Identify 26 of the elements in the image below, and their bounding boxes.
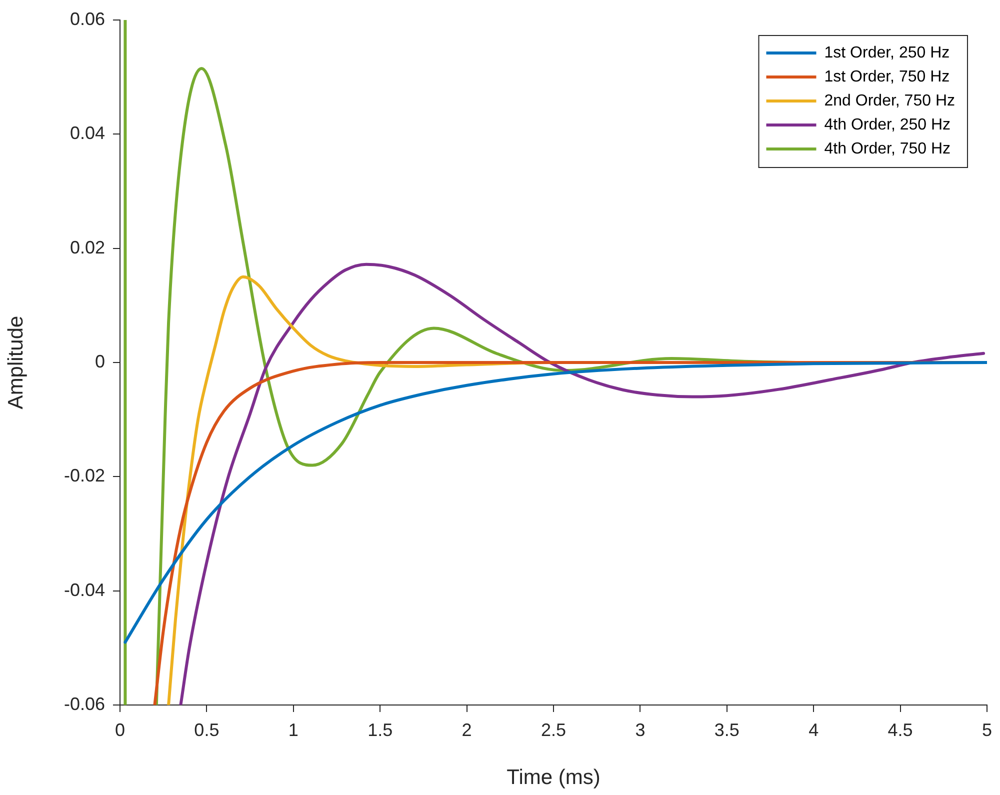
x-tick-label: 3.5 [714, 720, 740, 740]
legend-label: 4th Order, 250 Hz [824, 116, 951, 134]
x-tick-label: 2.5 [540, 720, 566, 740]
x-tick-label: 5 [982, 720, 992, 740]
x-tick-label: 1.5 [368, 720, 393, 740]
x-tick-label: 3 [635, 720, 646, 740]
x-axis-title: Time (ms) [506, 766, 600, 790]
y-tick-label: 0.02 [70, 237, 105, 258]
x-tick-label: 0.5 [194, 720, 220, 740]
x-tick-label: 4 [808, 720, 819, 740]
line-series [124, 361, 987, 644]
y-axis-title: Amplitude [4, 316, 28, 410]
y-tick-label: -0.06 [64, 694, 105, 714]
x-tick-label: 0 [114, 720, 126, 740]
legend-label: 2nd Order, 750 Hz [824, 92, 955, 110]
x-tick-label: 1 [288, 720, 298, 740]
x-tick-label: 2 [462, 720, 472, 740]
legend-label: 4th Order, 750 Hz [824, 140, 951, 158]
y-tick-label: 0.04 [70, 123, 105, 144]
x-tick-label: 4.5 [888, 720, 913, 740]
legend-label: 1st Order, 250 Hz [824, 44, 950, 62]
y-tick-label: 0.06 [70, 8, 105, 29]
y-tick-label: -0.04 [64, 580, 105, 600]
y-tick-label: 0 [94, 351, 105, 372]
y-tick-label: -0.02 [64, 466, 105, 486]
legend-label: 1st Order, 750 Hz [824, 68, 950, 86]
